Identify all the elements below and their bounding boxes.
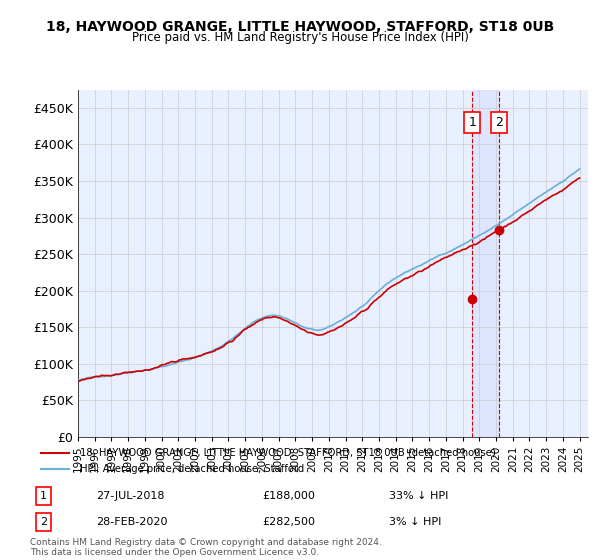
Text: 3% ↓ HPI: 3% ↓ HPI	[389, 517, 441, 526]
Text: 27-JUL-2018: 27-JUL-2018	[96, 491, 165, 501]
Text: 18, HAYWOOD GRANGE, LITTLE HAYWOOD, STAFFORD, ST18 0UB: 18, HAYWOOD GRANGE, LITTLE HAYWOOD, STAF…	[46, 20, 554, 34]
Text: 28-FEB-2020: 28-FEB-2020	[96, 517, 168, 526]
Text: HPI: Average price, detached house, Stafford: HPI: Average price, detached house, Staf…	[80, 464, 304, 474]
Bar	[472, 90, 499, 437]
Text: 1: 1	[468, 116, 476, 129]
Text: 1: 1	[40, 491, 47, 501]
Text: 18, HAYWOOD GRANGE, LITTLE HAYWOOD, STAFFORD, ST18 0UB (detached house): 18, HAYWOOD GRANGE, LITTLE HAYWOOD, STAF…	[80, 447, 496, 458]
Text: £282,500: £282,500	[262, 517, 315, 526]
Text: £188,000: £188,000	[262, 491, 315, 501]
Text: Price paid vs. HM Land Registry's House Price Index (HPI): Price paid vs. HM Land Registry's House …	[131, 31, 469, 44]
Text: 2: 2	[495, 116, 503, 129]
Text: Contains HM Land Registry data © Crown copyright and database right 2024.
This d: Contains HM Land Registry data © Crown c…	[30, 538, 382, 557]
Text: 33% ↓ HPI: 33% ↓ HPI	[389, 491, 448, 501]
Text: 2: 2	[40, 517, 47, 526]
